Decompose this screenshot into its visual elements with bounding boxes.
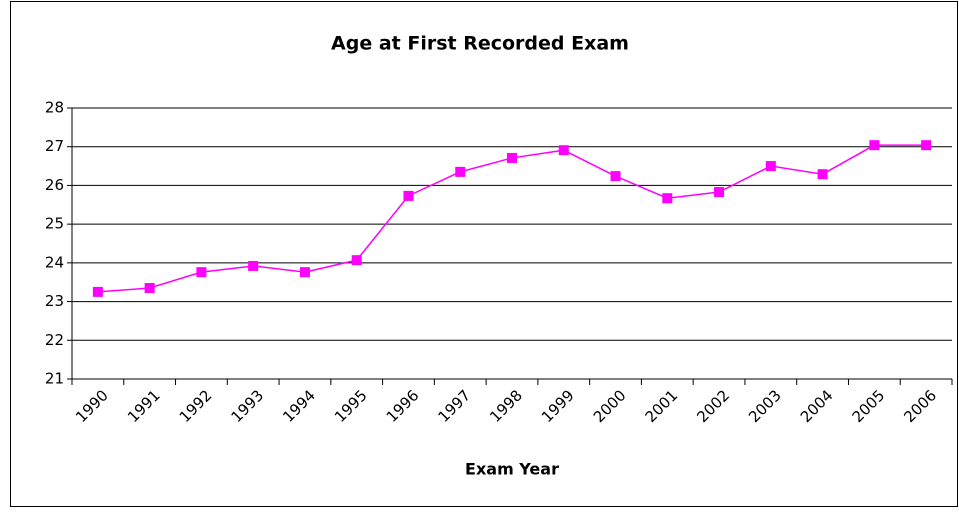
x-axis-label: Exam Year bbox=[465, 460, 559, 479]
chart-title: Age at First Recorded Exam bbox=[331, 33, 629, 55]
data-point bbox=[299, 267, 310, 278]
data-point bbox=[869, 140, 880, 151]
data-point bbox=[92, 286, 103, 297]
data-point bbox=[455, 166, 466, 177]
data-point bbox=[196, 267, 207, 278]
data-point bbox=[351, 255, 362, 266]
y-tick-label: 28 bbox=[45, 99, 64, 117]
data-point bbox=[817, 169, 828, 180]
y-tick-label: 21 bbox=[45, 370, 64, 388]
data-point bbox=[714, 187, 725, 198]
y-tick-label: 23 bbox=[45, 292, 64, 310]
data-point bbox=[403, 190, 414, 201]
data-point bbox=[507, 152, 517, 163]
data-point bbox=[765, 161, 776, 172]
data-point bbox=[662, 193, 673, 204]
data-point bbox=[248, 260, 259, 271]
data-point bbox=[610, 171, 621, 182]
y-tick-label: 26 bbox=[45, 176, 64, 194]
y-tick-label: 24 bbox=[45, 253, 64, 271]
y-tick-label: 22 bbox=[45, 331, 64, 349]
chart-frame bbox=[10, 1, 958, 507]
data-point bbox=[558, 145, 569, 156]
data-point bbox=[921, 140, 932, 151]
y-tick-label: 25 bbox=[45, 215, 64, 233]
y-tick-label: 27 bbox=[45, 137, 64, 155]
data-point bbox=[144, 283, 155, 294]
